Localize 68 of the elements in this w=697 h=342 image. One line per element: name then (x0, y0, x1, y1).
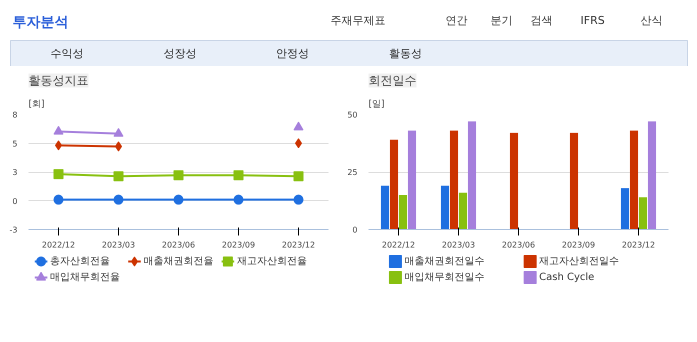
bar (440, 186, 450, 230)
y-tick-label: 0 (352, 226, 358, 234)
point (294, 122, 304, 130)
x-tick-label: 2023/03 (442, 240, 476, 250)
point (234, 194, 244, 205)
text: 수익성 (50, 47, 84, 60)
text: 안정성 (276, 47, 310, 60)
legend-label: 매입채무회전율 (50, 272, 120, 283)
y-tick-label: 25 (347, 168, 358, 177)
y-tick-label: 3 (12, 168, 18, 177)
y-tick-label: 5 (12, 139, 18, 148)
legend-label: Cash Cycle (539, 272, 594, 283)
x-tick-label: 2023/12 (622, 240, 656, 250)
y-tick-label: 50 (347, 110, 358, 120)
legend-label: 총자산회전율 (50, 256, 110, 267)
bar (380, 186, 390, 230)
x-tick-label: 2023/03 (102, 240, 136, 250)
point (54, 169, 64, 180)
bar (458, 192, 468, 230)
chart-title: 활동성지표 (28, 74, 88, 88)
bar (648, 121, 656, 230)
point (114, 171, 124, 182)
bar (390, 140, 398, 230)
legend-label: 재고자산회전율 (236, 256, 307, 267)
legend-label: 매출채권회전일수 (404, 256, 484, 267)
point (114, 128, 124, 137)
y-axis-title: [일] (368, 100, 385, 110)
point (54, 126, 64, 135)
bar (570, 132, 578, 230)
point (234, 170, 244, 180)
point (114, 194, 124, 205)
bar (468, 121, 476, 230)
bar (398, 195, 408, 230)
point (294, 194, 304, 205)
y-axis-title: [회] (28, 100, 45, 110)
x-tick-label: 2022/12 (42, 240, 76, 250)
point (174, 170, 184, 180)
x-tick-label: 2023/09 (222, 240, 256, 250)
x-tick-label: 2023/06 (502, 240, 536, 250)
point (294, 171, 304, 182)
text: IFRS (580, 14, 605, 27)
x-tick-label: 2022/12 (382, 240, 416, 250)
text: 검색 (530, 14, 552, 27)
legend-label: 매출채권회전율 (143, 256, 214, 267)
legend-label: 재고자산회전일수 (539, 256, 620, 267)
text: 산식 (640, 14, 662, 27)
point (54, 194, 64, 205)
text: 분기 (490, 14, 512, 27)
text: 활동성 (388, 47, 422, 60)
legend-label: 매입채무회전일수 (404, 272, 484, 283)
text: 주재무제표 (330, 14, 386, 27)
bar (510, 132, 518, 230)
x-tick-label: 2023/09 (562, 240, 596, 250)
text: 성장성 (163, 47, 196, 60)
text: 연간 (446, 14, 468, 27)
y-tick-label: 8 (12, 110, 18, 120)
bar (620, 188, 630, 230)
bar (630, 130, 638, 230)
x-tick-label: 2023/12 (282, 240, 316, 250)
chart-title: 회전일수 (368, 74, 416, 88)
bar (450, 130, 458, 230)
point (174, 194, 184, 205)
y-tick-label: -3 (10, 226, 18, 234)
x-tick-label: 2023/06 (162, 240, 196, 250)
bar (408, 130, 416, 230)
text: 투자분석 (12, 14, 68, 30)
bar (638, 197, 648, 230)
y-tick-label: 0 (12, 196, 18, 206)
